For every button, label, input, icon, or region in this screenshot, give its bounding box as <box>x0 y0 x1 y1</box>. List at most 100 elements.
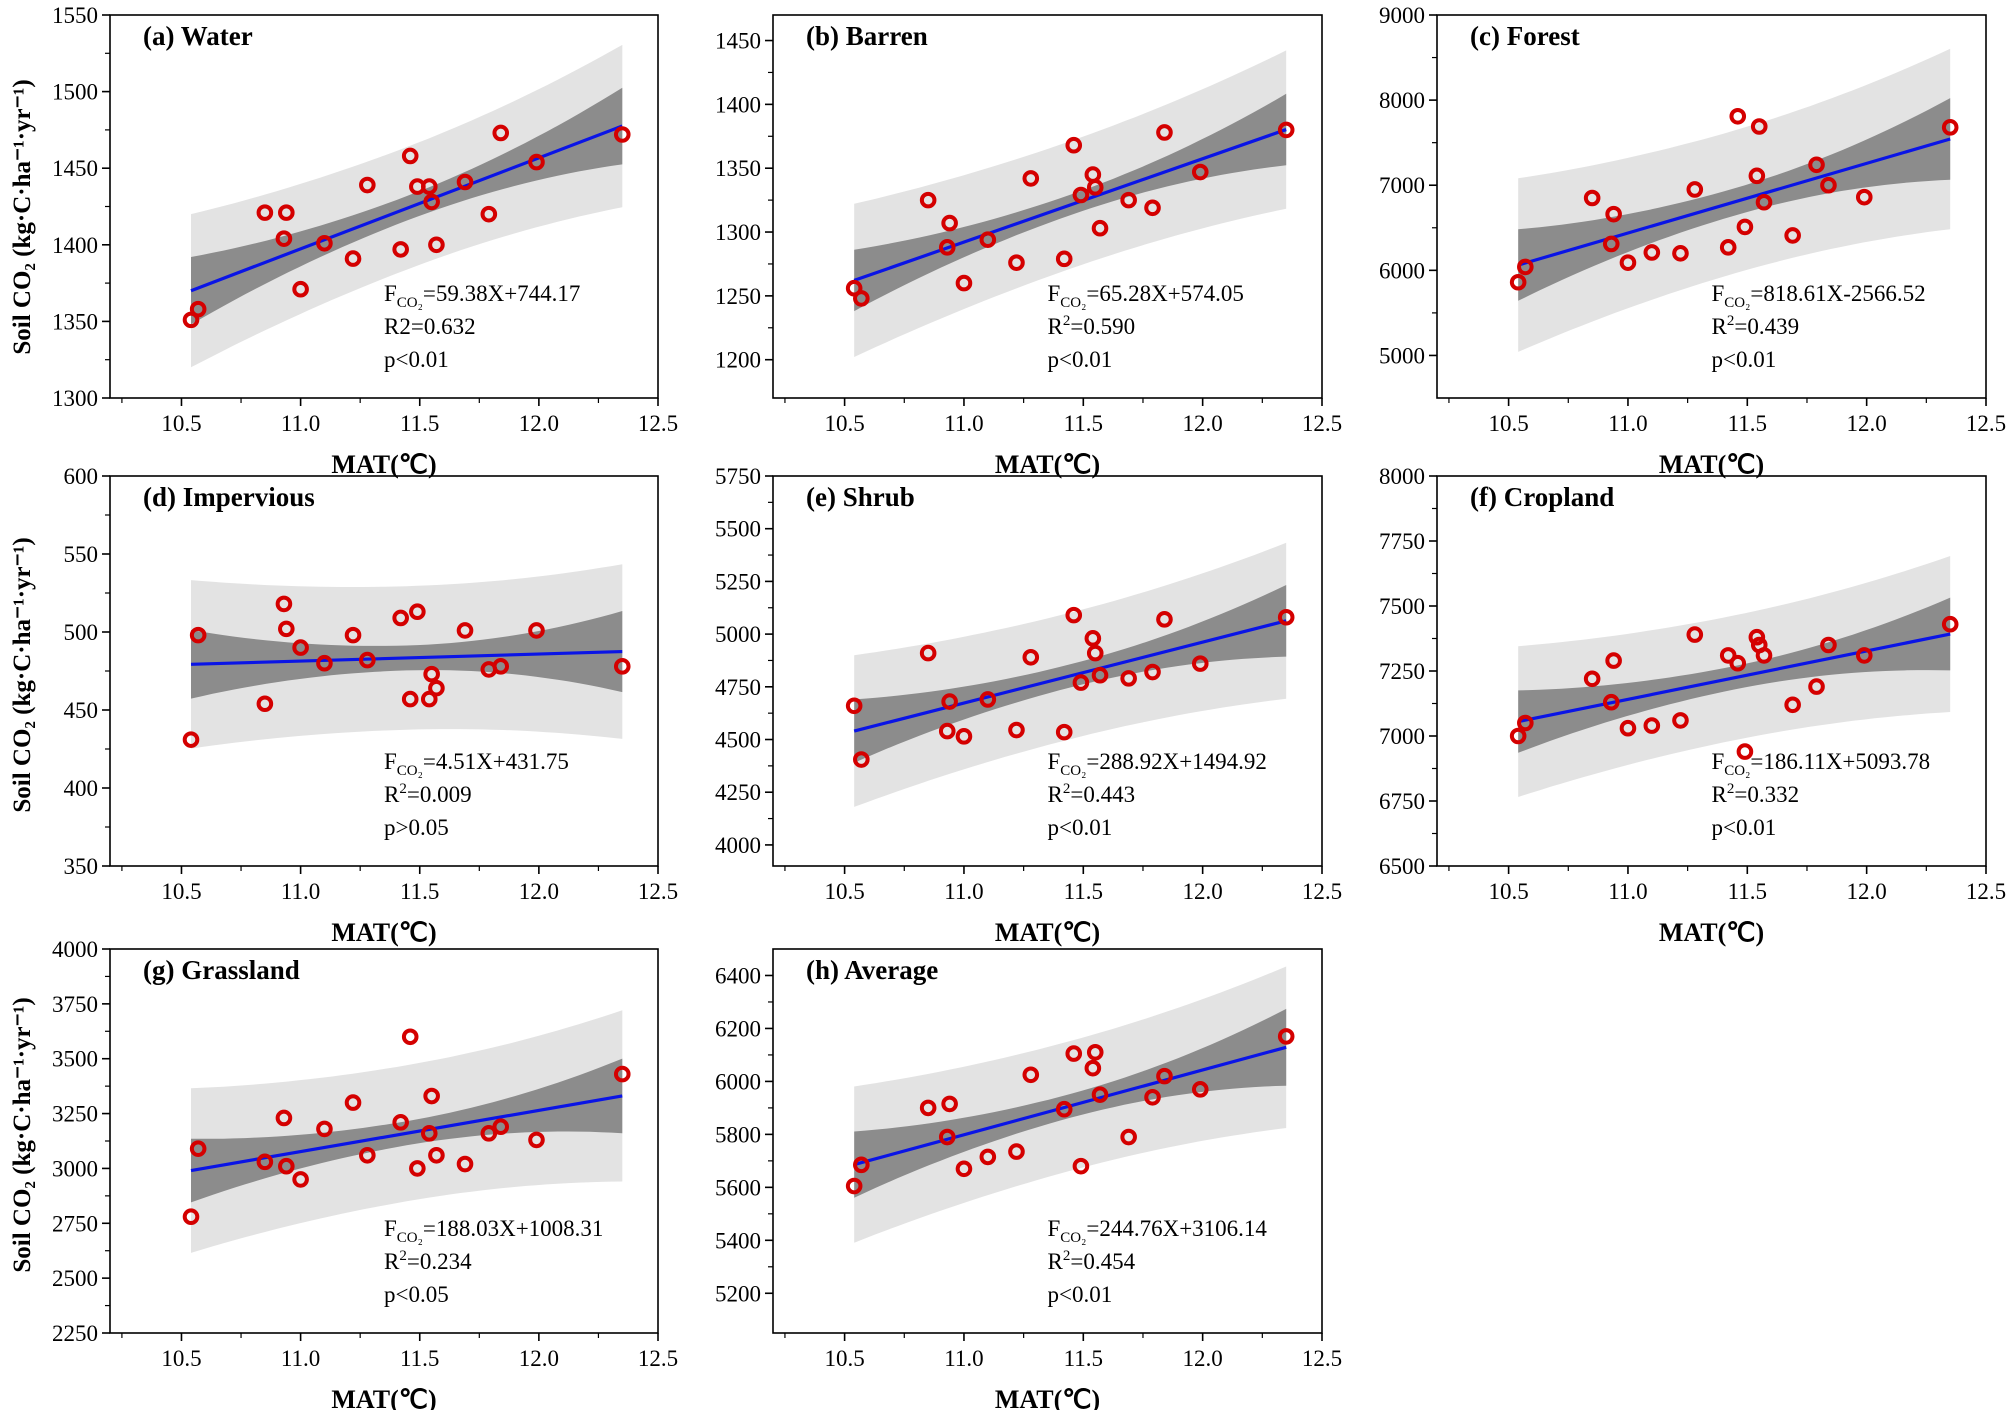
data-point-c-3 <box>1602 235 1620 253</box>
confidence-band-c <box>1518 98 1951 301</box>
data-point-a-3 <box>275 230 293 247</box>
x-tick-label-f-3: 12.0 <box>1847 879 1887 904</box>
y-tick-label-d-3: 500 <box>64 620 99 645</box>
plot-frame-e <box>772 475 1323 867</box>
plot-frame-c <box>1436 14 1987 399</box>
data-point-g-10 <box>401 1028 419 1046</box>
y-tick-label-g-0: 2250 <box>52 1321 98 1346</box>
y-tick-label-c-4: 9000 <box>1379 3 1425 28</box>
y-tick-label-h-5: 6200 <box>715 1016 761 1041</box>
data-point-g-7 <box>344 1094 362 1111</box>
data-point-d-3 <box>275 595 293 613</box>
panel-title-e: (e) Shrub <box>806 482 915 512</box>
data-point-g-18 <box>528 1131 545 1149</box>
p-value-f: p<0.01 <box>1712 815 1777 840</box>
data-point-b-16 <box>1144 199 1161 217</box>
data-point-h-7 <box>1008 1143 1025 1160</box>
y-tick-label-d-2: 450 <box>64 698 99 723</box>
data-point-h-8 <box>1022 1066 1040 1084</box>
regression-equation-e: FCO₂=288.92X+1494.92 <box>1048 749 1267 779</box>
data-point-e-3 <box>938 722 956 740</box>
data-point-d-2 <box>256 695 274 713</box>
data-point-b-6 <box>979 231 997 248</box>
panel-title-d: (d) Impervious <box>143 482 315 512</box>
panel-title-f: (f) Cropland <box>1470 482 1614 512</box>
x-tick-label-g-3: 12.0 <box>519 1346 559 1371</box>
y-tick-label-e-2: 4500 <box>715 728 761 753</box>
data-point-c-1 <box>1517 258 1534 276</box>
data-point-b-11 <box>1072 186 1090 204</box>
confidence-band-a <box>191 87 623 325</box>
data-point-c-19 <box>1941 119 1959 136</box>
data-point-h-10 <box>1065 1045 1083 1062</box>
data-point-g-3 <box>275 1109 293 1127</box>
y-tick-label-b-1: 1250 <box>715 284 761 309</box>
data-point-f-18 <box>1855 647 1873 664</box>
y-tick-label-f-0: 6500 <box>1379 854 1425 879</box>
data-point-b-17 <box>1156 124 1173 141</box>
plot-area-b <box>845 50 1295 358</box>
x-tick-label-c-1: 11.0 <box>1608 411 1647 436</box>
x-tick-label-e-0: 10.5 <box>824 879 864 904</box>
x-tick-label-b-1: 11.0 <box>944 411 983 436</box>
data-point-h-15 <box>1120 1128 1137 1146</box>
confidence-band-e <box>854 585 1287 763</box>
data-point-c-4 <box>1605 205 1622 223</box>
y-tick-label-b-0: 1200 <box>715 348 761 373</box>
data-point-d-15 <box>456 622 474 639</box>
y-tick-label-e-7: 5750 <box>715 464 761 489</box>
y-tick-label-f-1: 6750 <box>1379 789 1425 814</box>
data-point-c-14 <box>1755 193 1773 211</box>
y-axis-label-row3: Soil CO₂ (kg·C·ha⁻¹·yr⁻¹) <box>9 997 36 1272</box>
x-tick-label-a-2: 11.5 <box>400 411 439 436</box>
x-tick-label-d-4: 12.5 <box>638 879 678 904</box>
x-tick-label-d-1: 11.0 <box>281 879 320 904</box>
data-point-g-16 <box>480 1125 498 1142</box>
y-tick-label-g-5: 3500 <box>52 1047 98 1072</box>
data-point-e-10 <box>1065 606 1083 624</box>
p-value-e: p<0.01 <box>1048 815 1113 840</box>
data-point-h-1 <box>853 1156 870 1174</box>
y-tick-label-d-5: 600 <box>64 464 99 489</box>
data-point-g-1 <box>189 1140 207 1157</box>
data-point-b-15 <box>1120 191 1137 209</box>
data-point-g-13 <box>423 1087 440 1105</box>
chart-panel-d: 10.5 11.0 11.5 12.0 12.5 350 400 450 500 550 600 (d… <box>64 464 679 947</box>
data-point-g-8 <box>359 1146 376 1164</box>
y-tick-label-f-3: 7250 <box>1379 659 1425 684</box>
x-tick-label-b-4: 12.5 <box>1302 411 1342 436</box>
data-point-e-0 <box>845 697 863 715</box>
data-point-h-12 <box>1084 1059 1102 1077</box>
regression-equation-d: FCO₂=4.51X+431.75 <box>384 749 569 779</box>
y-tick-label-a-5: 1550 <box>52 3 98 28</box>
data-point-e-18 <box>1191 655 1209 672</box>
data-point-c-12 <box>1748 167 1766 185</box>
data-point-b-2 <box>919 191 937 209</box>
chart-panel-a: 10.5 11.0 11.5 12.0 12.5 1300 1350 1400 1450 1500… <box>52 3 678 479</box>
plot-frame-h <box>772 948 1323 1334</box>
y-tick-label-a-1: 1350 <box>52 309 98 334</box>
plot-area-f <box>1509 556 1959 797</box>
x-tick-label-g-4: 12.5 <box>638 1346 678 1371</box>
data-point-b-3 <box>938 239 956 256</box>
data-point-f-6 <box>1643 717 1661 734</box>
data-point-f-7 <box>1672 712 1689 729</box>
x-axis-label-d: MAT(℃) <box>331 918 436 947</box>
y-axis-label-row2: Soil CO₂ (kg·C·ha⁻¹·yr⁻¹) <box>9 537 36 812</box>
regression-equation-g: FCO₂=188.03X+1008.31 <box>384 1216 603 1246</box>
data-point-d-18 <box>528 622 545 639</box>
x-tick-label-a-1: 11.0 <box>281 411 320 436</box>
data-point-e-16 <box>1144 663 1161 681</box>
r-squared-c: R2=0.439 <box>1712 313 1800 339</box>
x-tick-label-h-2: 11.5 <box>1064 1346 1103 1371</box>
data-point-b-19 <box>1277 121 1295 139</box>
chart-panel-c: 10.5 11.0 11.5 12.0 12.5 5000 6000 7000 8000 9000… <box>1379 3 2006 479</box>
data-point-h-14 <box>1091 1086 1109 1103</box>
data-point-f-11 <box>1736 743 1754 760</box>
y-tick-label-d-4: 550 <box>64 542 99 567</box>
panel-title-c: (c) Forest <box>1470 21 1580 51</box>
data-point-b-8 <box>1022 170 1040 187</box>
data-point-c-13 <box>1750 118 1768 135</box>
plot-area-c <box>1509 48 1959 352</box>
